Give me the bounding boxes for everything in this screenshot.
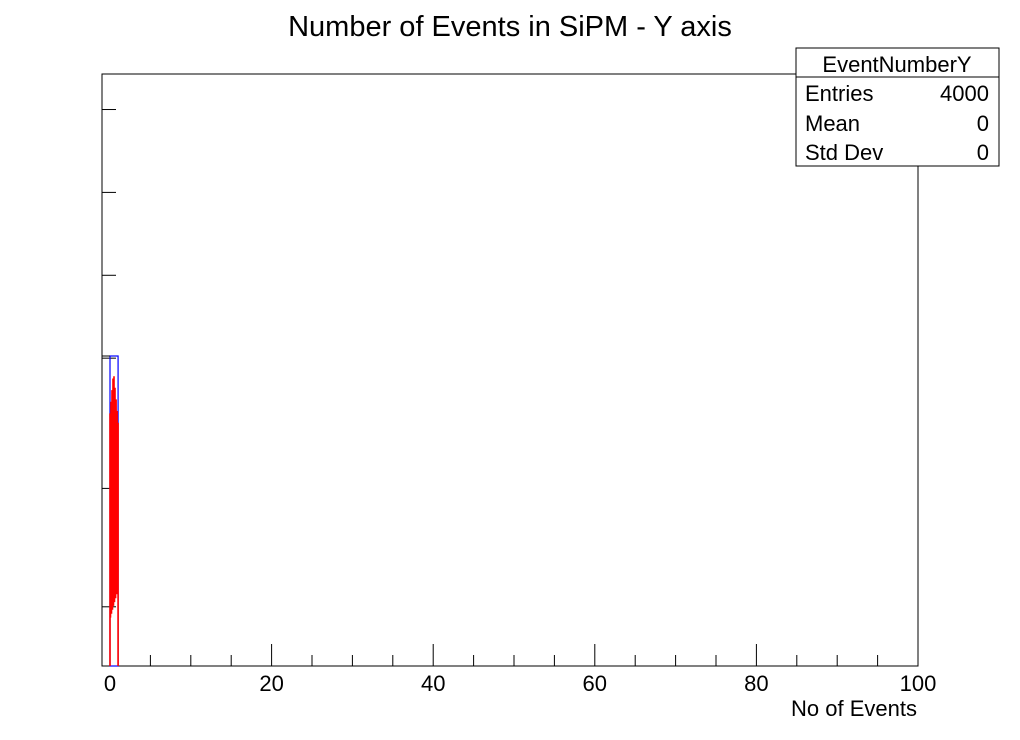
stats-entries-label: Entries bbox=[805, 81, 873, 106]
x-tick-label: 20 bbox=[259, 671, 283, 696]
stats-stddev-value: 0 bbox=[977, 140, 989, 165]
stats-entries-value: 4000 bbox=[940, 81, 989, 106]
x-tick-label: 100 bbox=[900, 671, 937, 696]
stats-stddev-label: Std Dev bbox=[805, 140, 883, 165]
x-axis-tick-labels: 0 20 40 60 80 100 bbox=[104, 671, 936, 696]
stats-mean-label: Mean bbox=[805, 111, 860, 136]
stats-box-frame bbox=[795, 47, 1000, 167]
chart-title: Number of Events in SiPM - Y axis bbox=[288, 11, 732, 43]
stats-box-name: EventNumberY bbox=[822, 52, 972, 77]
x-axis-label: No of Events bbox=[791, 696, 917, 721]
x-tick-label: 40 bbox=[421, 671, 445, 696]
overlay-series bbox=[109, 376, 119, 667]
overlay-trace bbox=[109, 376, 119, 667]
x-tick-label: 80 bbox=[744, 671, 768, 696]
x-tick-label: 60 bbox=[583, 671, 607, 696]
stats-mean-value: 0 bbox=[977, 111, 989, 136]
x-tick-label: 0 bbox=[104, 671, 116, 696]
stats-box: EventNumberY Entries 4000 Mean 0 Std Dev… bbox=[795, 47, 1000, 167]
